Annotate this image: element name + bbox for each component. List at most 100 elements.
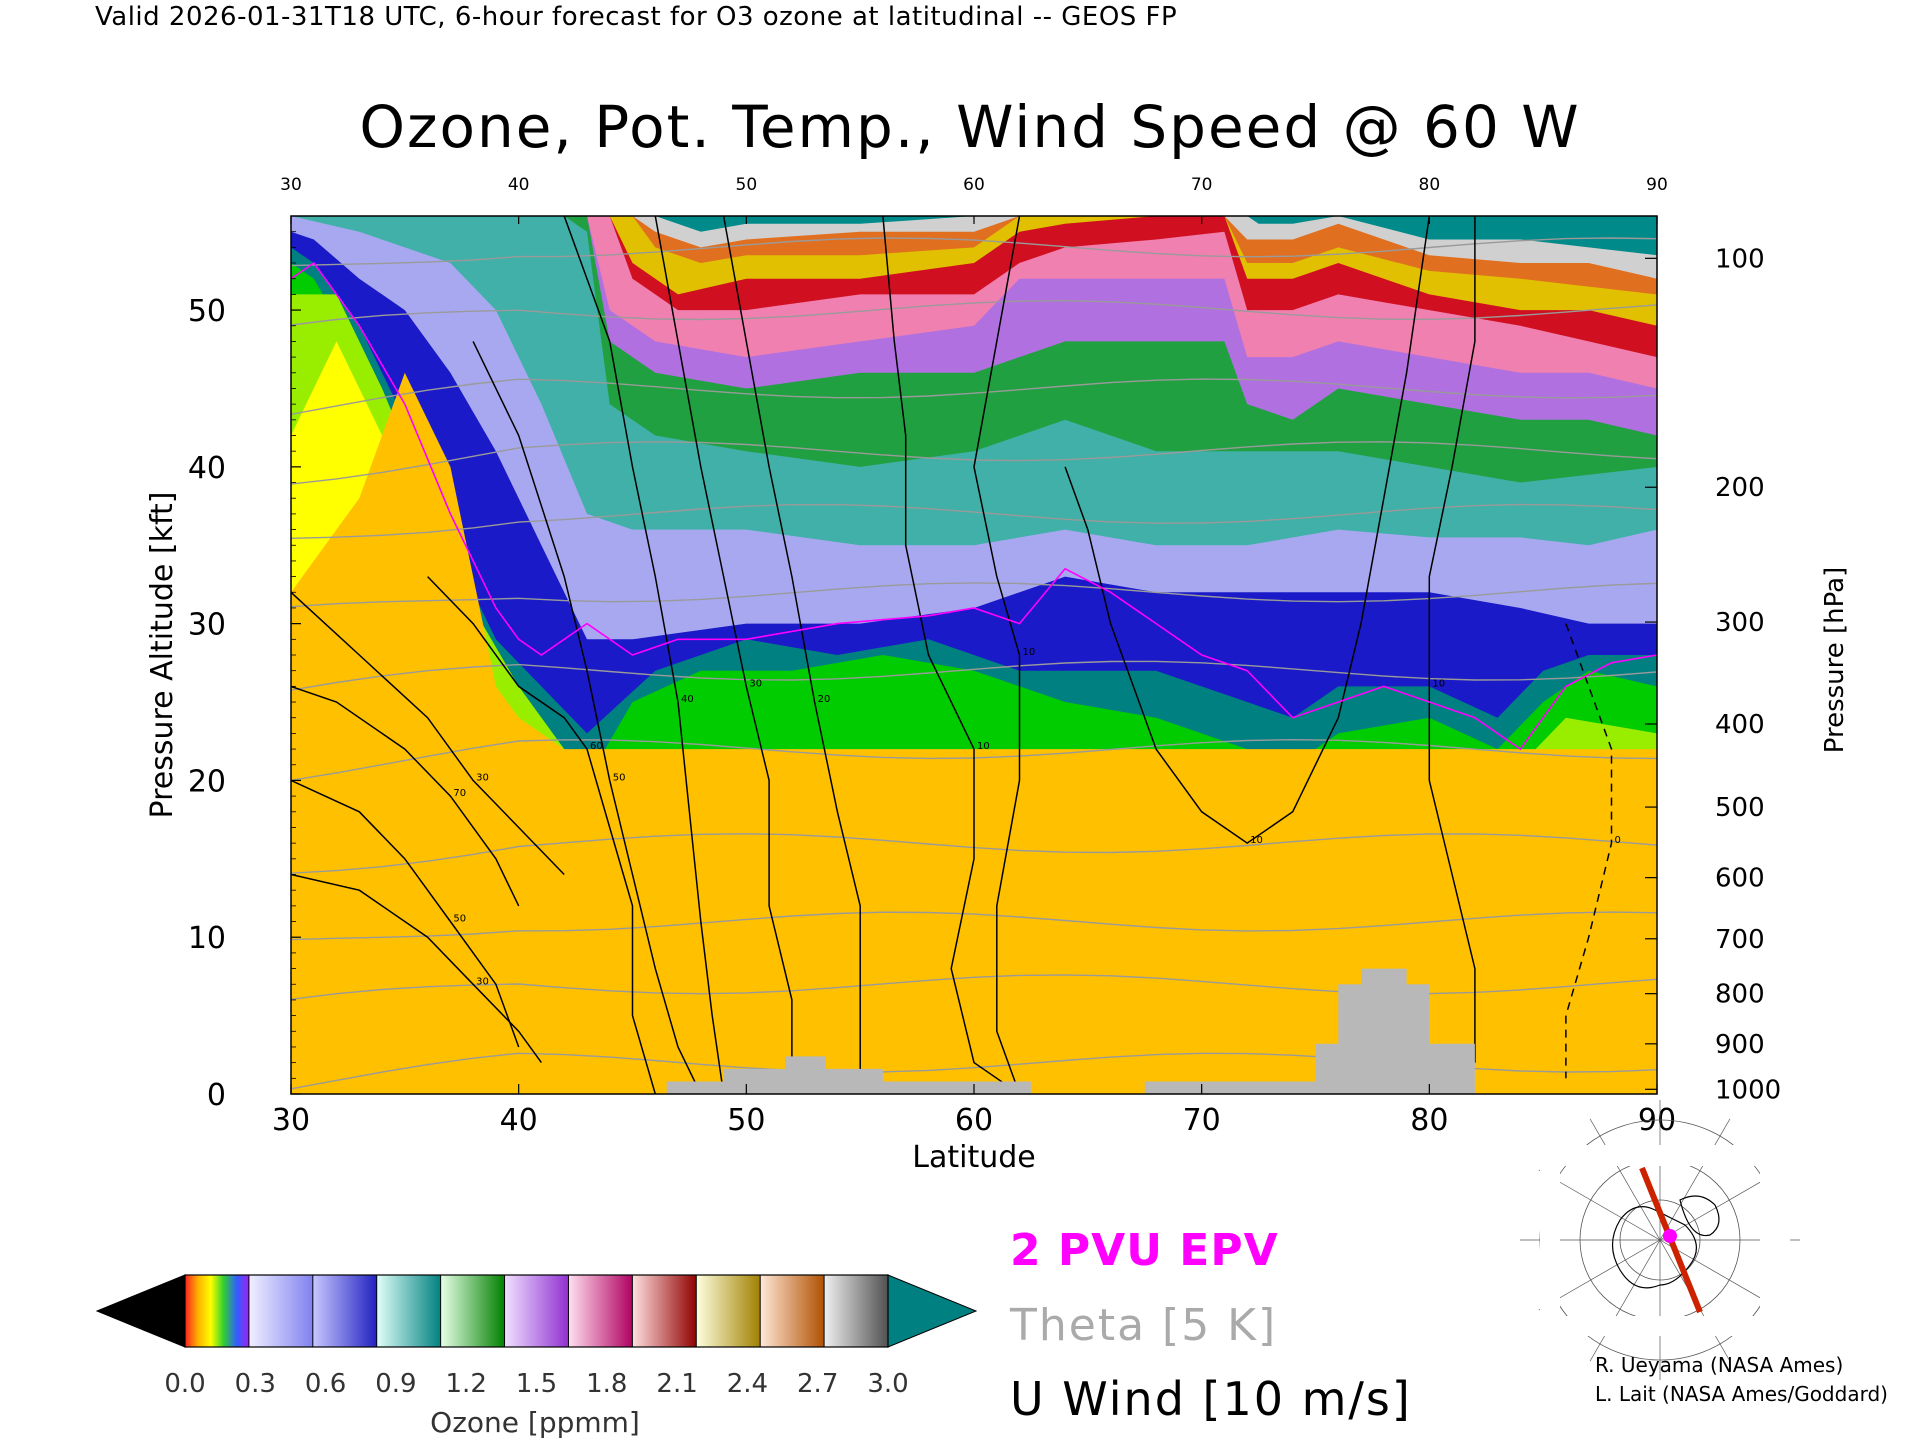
colorbar-tick-label: 2.4	[727, 1369, 768, 1399]
uwind-line	[291, 779, 520, 1048]
pressure-tick-label: 400	[1715, 710, 1765, 740]
colorbar-tick-label: 1.5	[516, 1369, 557, 1399]
top-tick-label: 90	[1646, 175, 1668, 195]
uwind-label: 30	[476, 976, 489, 987]
theta-contours	[291, 237, 1657, 1090]
top-tick-label: 80	[1419, 175, 1441, 195]
credit-line: L. Lait (NASA Ames/Goddard)	[1595, 1382, 1888, 1406]
colorbar-under-arrow	[95, 1274, 186, 1348]
top-tick-label: 60	[963, 175, 985, 195]
pressure-tick-label: 300	[1715, 608, 1765, 638]
colorbar: 0.0 0.3 0.6 0.9 1.2 1.5 1.8 2.1 2.4 2.7 3.0 Ozone […	[95, 1274, 978, 1439]
colorbar-tick-label: 0.3	[235, 1369, 276, 1399]
colorbar-tick-label: 2.1	[656, 1369, 697, 1399]
theta-line	[291, 503, 1657, 539]
uwind-label: 30	[476, 772, 489, 783]
colorbar-segment	[632, 1275, 697, 1347]
uwind-line	[563, 216, 725, 1094]
legend-uwind: U Wind [10 m/s]	[1010, 1372, 1412, 1426]
pressure-tick-label: 600	[1715, 864, 1765, 894]
inset-meridian	[1589, 1118, 1661, 1241]
uwind-line	[291, 685, 520, 907]
colorbar-segment	[248, 1275, 314, 1347]
top-tick-label: 50	[736, 175, 758, 195]
colorbar-tick-label: 2.7	[797, 1369, 838, 1399]
inset-mask	[1540, 1150, 1560, 1330]
top-tick-label: 30	[280, 175, 302, 195]
uwind-label: 40	[681, 694, 694, 705]
pressure-tick-label: 900	[1715, 1030, 1765, 1060]
pressure-tick-label: 700	[1715, 925, 1765, 955]
colorbar-segment	[440, 1275, 506, 1347]
x-axis-label: Latitude	[912, 1140, 1035, 1175]
uwind-line	[973, 216, 1021, 1094]
y-tick-label: 40	[188, 451, 226, 486]
colorbar-tick-label: 0.0	[164, 1369, 205, 1399]
uwind-line	[291, 873, 543, 1064]
theta-line	[291, 911, 1657, 941]
map-inset	[1520, 1100, 1800, 1380]
uwind-label: 10	[1432, 678, 1445, 689]
inset-coastline	[1611, 1206, 1697, 1289]
uwind-label: 50	[453, 914, 466, 925]
terrain	[666, 968, 1657, 1094]
colorbar-tick-label: 0.9	[375, 1369, 416, 1399]
colorbar-border	[184, 1274, 889, 1348]
uwind-label: 60	[590, 741, 603, 752]
inset-mask	[1540, 1145, 1790, 1166]
legend-theta: Theta [5 K]	[1010, 1300, 1278, 1351]
pv-line	[291, 261, 1657, 751]
pressure-tick-label: 100	[1715, 244, 1765, 274]
y2-axis-label: Pressure [hPa]	[1820, 567, 1850, 754]
y-tick-label: 20	[188, 764, 226, 799]
colorbar-over-arrow	[887, 1274, 978, 1348]
colorbar-segment	[568, 1275, 633, 1347]
inset-coastline	[1679, 1195, 1720, 1237]
uwind-line	[1565, 623, 1613, 1079]
uwind-contours: 30 30 50 70 60 50 40 30 20 10 10 10 10 0	[291, 216, 1621, 1094]
legend-epv: 2 PVU EPV	[1010, 1225, 1279, 1276]
x-tick-label: 40	[500, 1103, 538, 1138]
uwind-label: 20	[818, 694, 831, 705]
theta-line	[291, 378, 1657, 415]
colorbar-segment	[312, 1275, 378, 1347]
pv-contour	[291, 261, 1657, 751]
colorbar-segment	[760, 1275, 825, 1347]
credit-line: R. Ueyama (NASA Ames)	[1595, 1353, 1844, 1377]
terrain-fill	[666, 968, 1657, 1094]
colorbar-tick-label: 1.8	[586, 1369, 627, 1399]
top-tick-label: 40	[508, 175, 530, 195]
theta-line	[291, 237, 1657, 267]
pressure-tick-label: 500	[1715, 793, 1765, 823]
pressure-tick-label: 800	[1715, 980, 1765, 1010]
top-tick-label: 70	[1191, 175, 1213, 195]
x-tick-label: 60	[955, 1103, 993, 1138]
uwind-line	[427, 576, 657, 1094]
uwind-line	[882, 216, 1020, 1094]
uwind-label: 0	[1614, 835, 1620, 846]
uwind-label: 50	[613, 772, 626, 783]
uwind-label: 70	[453, 788, 466, 799]
y-axis-label: Pressure Altitude [kft]	[145, 492, 180, 819]
x-tick-label: 50	[727, 1103, 765, 1138]
x-tick-label: 80	[1410, 1103, 1448, 1138]
uwind-line	[1428, 216, 1476, 1063]
uwind-label: 10	[1023, 647, 1036, 658]
inset-mask	[1760, 1150, 1790, 1330]
y-tick-label: 10	[188, 921, 226, 956]
colorbar-tick-label: 3.0	[867, 1369, 908, 1399]
theta-line	[291, 299, 1657, 326]
x-tick-label: 30	[272, 1103, 310, 1138]
inset-mask	[1540, 1316, 1790, 1336]
colorbar-segment	[504, 1275, 569, 1347]
uwind-line	[1064, 216, 1431, 845]
y-tick-label: 0	[207, 1078, 226, 1113]
axes: 30 40 50 60 70 80 90 30 40 50 60 70 80 900 10 20 30 40 50 1…	[145, 175, 1850, 1175]
chart-title: Ozone, Pot. Temp., Wind Speed @ 60 W	[359, 93, 1581, 161]
y-tick-label: 30	[188, 608, 226, 643]
header-text: Valid 2026-01-31T18 UTC, 6-hour forecast…	[95, 2, 1178, 32]
colorbar-tick-label: 0.6	[305, 1369, 346, 1399]
colorbar-label: Ozone [ppmm]	[430, 1406, 640, 1439]
uwind-line	[291, 591, 565, 876]
uwind-label: 30	[749, 678, 762, 689]
